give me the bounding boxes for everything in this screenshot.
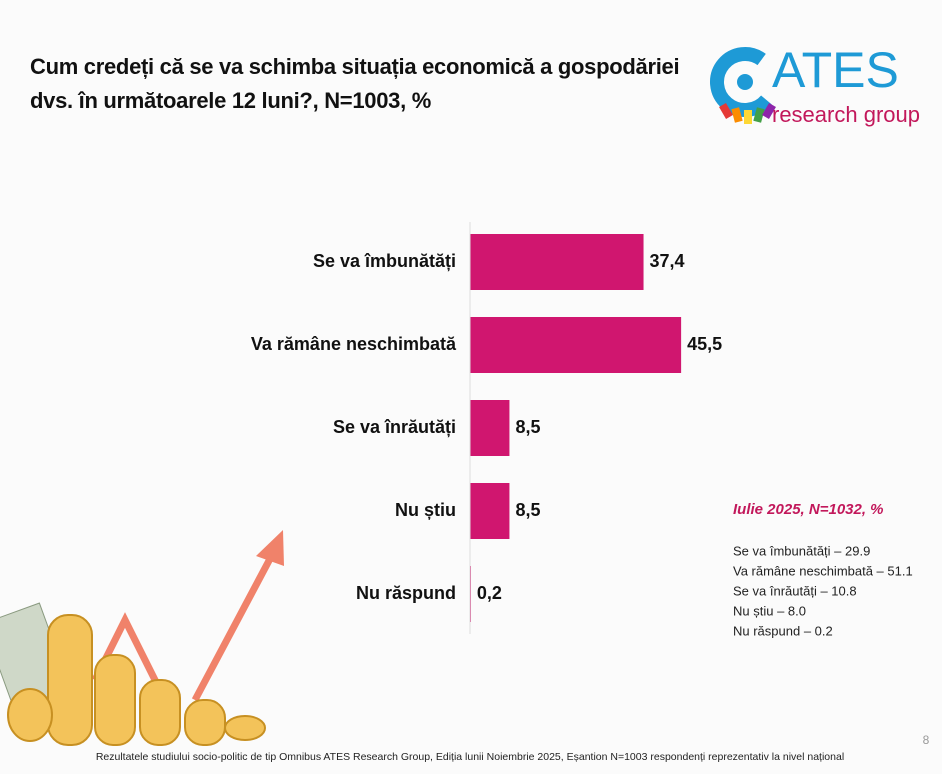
side-note-title: Iulie 2025, N=1032, % xyxy=(733,501,884,518)
side-note-item: Nu știu – 8.0 xyxy=(733,603,806,618)
value-label: 45,5 xyxy=(687,334,722,354)
side-note-item: Se va îmbunătăți – 29.9 xyxy=(733,543,870,558)
logo-name: ATES xyxy=(772,42,899,98)
value-label: 0,2 xyxy=(477,583,502,603)
logo-tagline: research group xyxy=(772,102,920,127)
logo-icon xyxy=(710,47,780,124)
side-note-item: Se va înrăutăți – 10.8 xyxy=(733,583,857,598)
category-label: Nu știu xyxy=(395,500,456,520)
bar xyxy=(470,317,682,373)
value-label: 37,4 xyxy=(650,251,685,271)
value-label: 8,5 xyxy=(515,417,540,437)
bar xyxy=(470,483,510,539)
value-label: 8,5 xyxy=(515,500,540,520)
category-label: Se va îmbunătăți xyxy=(313,251,456,271)
bar xyxy=(470,400,510,456)
illustration xyxy=(0,530,284,746)
side-note-item: Nu răspund – 0.2 xyxy=(733,623,833,638)
chart-title: Cum credeți că se va schimba situația ec… xyxy=(30,54,680,113)
footer: Rezultatele studiului socio-politic de t… xyxy=(96,751,844,763)
page-number: 8 xyxy=(923,733,930,747)
category-label: Nu răspund xyxy=(356,583,456,603)
side-note-item: Va rămâne neschimbată – 51.1 xyxy=(733,563,913,578)
bar xyxy=(470,234,644,290)
category-label: Se va înrăutăți xyxy=(333,417,456,437)
category-label: Va rămâne neschimbată xyxy=(251,334,457,354)
